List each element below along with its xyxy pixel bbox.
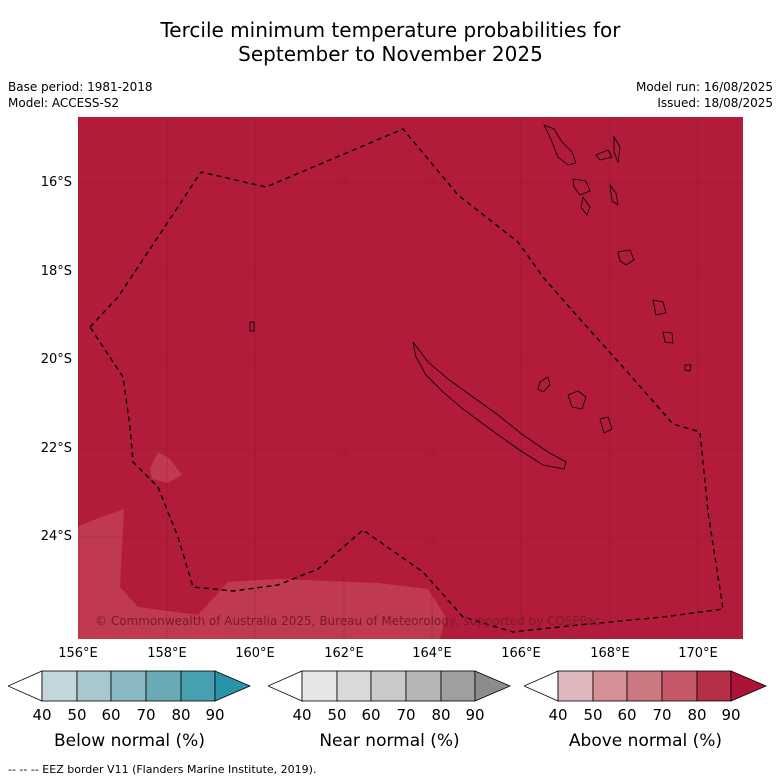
eez-legend-note: -- -- -- EEZ border V11 (Flanders Marine… (8, 763, 317, 776)
colorbar-below-svg (7, 670, 252, 702)
issued-date: Issued: 18/08/2025 (657, 96, 773, 110)
vanuatu-efate (617, 249, 635, 266)
vanuatu-erromango (652, 299, 667, 316)
tick: 40 (548, 706, 568, 724)
tick: 80 (431, 706, 451, 724)
chesterfield-islet (249, 321, 255, 332)
colorbar-below (7, 670, 252, 708)
eez-border (89, 128, 724, 633)
lighter-patch-south (78, 509, 446, 639)
title-line-2: September to November 2025 (238, 42, 543, 66)
loyalty-island-3 (599, 416, 613, 434)
vanuatu-islet-2 (613, 135, 621, 164)
title-line-1: Tercile minimum temperature probabilitie… (160, 18, 621, 42)
copyright-notice: © Commonwealth of Australia 2025, Bureau… (95, 614, 601, 628)
loyalty-island-2 (567, 390, 587, 410)
graticule (78, 117, 743, 639)
map-title: Tercile minimum temperature probabilitie… (0, 18, 781, 66)
lat-label-16s: 16°S (40, 175, 72, 190)
tick: 80 (171, 706, 191, 724)
vanuatu-aneityum (684, 364, 692, 372)
tick: 90 (721, 706, 741, 724)
tick: 90 (465, 706, 485, 724)
lon-label-164e: 164°E (412, 646, 452, 661)
model-name: Model: ACCESS-S2 (8, 96, 120, 110)
tick: 80 (687, 706, 707, 724)
new-caledonia-coast (412, 341, 567, 470)
lon-label-158e: 158°E (147, 646, 187, 661)
vanuatu-islet-3 (580, 196, 591, 216)
lon-label-170e: 170°E (678, 646, 718, 661)
map-area (78, 117, 743, 639)
colorbar-near-title: Near normal (%) (319, 731, 460, 751)
lon-label-166e: 166°E (501, 646, 541, 661)
tick: 60 (617, 706, 637, 724)
vanuatu-malekula (572, 178, 591, 196)
meta-right: Model run: 16/08/2025 Issued: 18/08/2025 (636, 79, 773, 111)
tick: 90 (205, 706, 225, 724)
loyalty-island-1 (537, 376, 551, 393)
meta-left: Base period: 1981-2018 Model: ACCESS-S2 (8, 79, 153, 111)
tick: 60 (361, 706, 381, 724)
colorbar-near (267, 670, 512, 708)
colorbar-above-svg (523, 670, 768, 702)
tick: 40 (32, 706, 52, 724)
lighter-patch-small (150, 452, 182, 483)
tick: 40 (292, 706, 312, 724)
lat-label-20s: 20°S (40, 352, 72, 367)
tick: 50 (583, 706, 603, 724)
vanuatu-islet-4 (609, 183, 619, 206)
tick: 70 (136, 706, 156, 724)
vanuatu-tanna (662, 331, 674, 344)
model-run: Model run: 16/08/2025 (635, 80, 773, 94)
tick: 60 (101, 706, 121, 724)
lon-label-160e: 160°E (235, 646, 275, 661)
lon-label-162e: 162°E (324, 646, 364, 661)
map-svg (78, 117, 743, 639)
probability-fill (78, 117, 743, 639)
colorbar-near-svg (267, 670, 512, 702)
lon-label-156e: 156°E (58, 646, 98, 661)
lat-label-24s: 24°S (40, 529, 72, 544)
lat-label-22s: 22°S (40, 441, 72, 456)
tick: 50 (327, 706, 347, 724)
colorbar-above-title: Above normal (%) (568, 731, 723, 751)
tick: 70 (396, 706, 416, 724)
base-period: Base period: 1981-2018 (8, 80, 153, 94)
vanuatu-espiritu-santo (543, 124, 577, 166)
vanuatu-islet-1 (595, 149, 613, 161)
colorbar-above (523, 670, 768, 708)
lat-label-18s: 18°S (40, 264, 72, 279)
lon-label-168e: 168°E (590, 646, 630, 661)
colorbar-below-title: Below normal (%) (54, 731, 205, 751)
tick: 70 (652, 706, 672, 724)
tick: 50 (67, 706, 87, 724)
